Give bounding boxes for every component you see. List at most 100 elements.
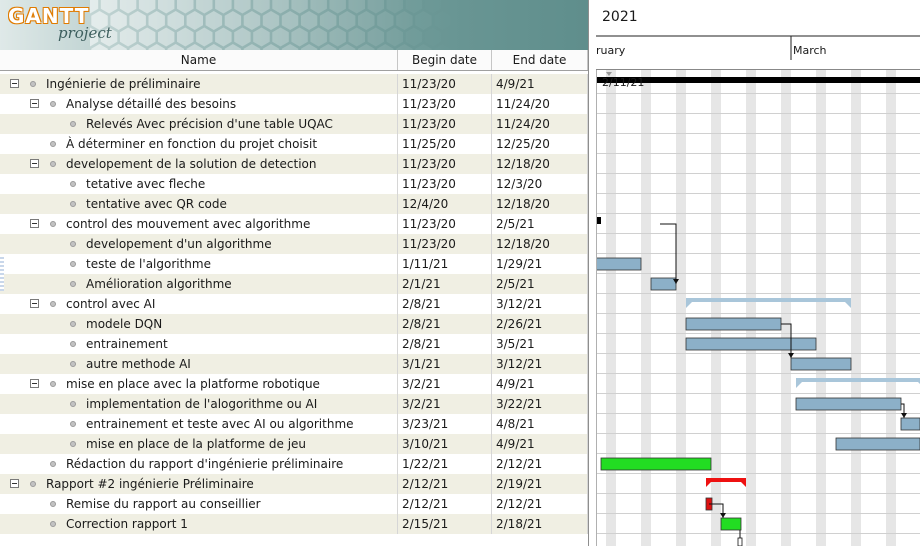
task-begin-date[interactable]: 11/23/20: [398, 174, 492, 194]
task-end-date[interactable]: 4/9/21: [492, 434, 588, 454]
task-name-cell[interactable]: tetative avec fleche: [0, 174, 398, 194]
task-name-cell[interactable]: mise en place avec la platforme robotiqu…: [0, 374, 398, 394]
collapse-toggle-icon[interactable]: [30, 379, 39, 388]
task-end-date[interactable]: 12/3/20: [492, 174, 588, 194]
task-begin-date[interactable]: 3/2/21: [398, 374, 492, 394]
task-begin-date[interactable]: 2/8/21: [398, 294, 492, 314]
task-row[interactable]: tentative avec QR code 12/4/20 12/18/20: [0, 194, 588, 214]
task-name-cell[interactable]: implementation de l'alogorithme ou AI: [0, 394, 398, 414]
resize-handle[interactable]: [0, 255, 4, 291]
task-name-cell[interactable]: entrainement: [0, 334, 398, 354]
task-row[interactable]: À déterminer en fonction du projet chois…: [0, 134, 588, 154]
task-begin-date[interactable]: 3/23/21: [398, 414, 492, 434]
task-row[interactable]: Remise du rapport au conseillier 2/12/21 2…: [0, 494, 588, 514]
column-header-begin-date[interactable]: Begin date: [398, 50, 492, 70]
collapse-toggle-icon[interactable]: [30, 219, 39, 228]
collapse-toggle-icon[interactable]: [30, 159, 39, 168]
task-name-cell[interactable]: control des mouvement avec algorithme: [0, 214, 398, 234]
task-end-date[interactable]: 4/9/21: [492, 374, 588, 394]
task-begin-date[interactable]: 2/15/21: [398, 514, 492, 534]
task-begin-date[interactable]: 2/1/21: [398, 274, 492, 294]
task-row[interactable]: implementation de l'alogorithme ou AI 3/2…: [0, 394, 588, 414]
task-begin-date[interactable]: 11/23/20: [398, 234, 492, 254]
task-row[interactable]: Rédaction du rapport d'ingénierie prélim…: [0, 454, 588, 474]
task-row[interactable]: Ingénierie de préliminaire 11/23/20 4/9/21: [0, 74, 588, 94]
task-name-cell[interactable]: À déterminer en fonction du projet chois…: [0, 134, 398, 154]
gantt-chart[interactable]: 2021ruaryMarchApril2/11/21: [596, 0, 920, 546]
task-row[interactable]: modele DQN 2/8/21 2/26/21: [0, 314, 588, 334]
collapse-toggle-icon[interactable]: [30, 99, 39, 108]
task-end-date[interactable]: 2/5/21: [492, 274, 588, 294]
task-name-cell[interactable]: Relevés Avec précision d'une table UQAC: [0, 114, 398, 134]
task-end-date[interactable]: 12/18/20: [492, 194, 588, 214]
task-row[interactable]: autre methode AI 3/1/21 3/12/21: [0, 354, 588, 374]
task-row[interactable]: mise en place de la platforme de jeu 3/10…: [0, 434, 588, 454]
task-row[interactable]: teste de l'algorithme 1/11/21 1/29/21: [0, 254, 588, 274]
column-header-name[interactable]: Name: [0, 50, 398, 70]
task-row[interactable]: Relevés Avec précision d'une table UQAC 1…: [0, 114, 588, 134]
collapse-toggle-icon[interactable]: [10, 79, 19, 88]
task-end-date[interactable]: 1/29/21: [492, 254, 588, 274]
task-name-cell[interactable]: modele DQN: [0, 314, 398, 334]
task-name-cell[interactable]: Ingénierie de préliminaire: [0, 74, 398, 94]
task-begin-date[interactable]: 3/10/21: [398, 434, 492, 454]
task-end-date[interactable]: 4/8/21: [492, 414, 588, 434]
task-begin-date[interactable]: 1/22/21: [398, 454, 492, 474]
task-end-date[interactable]: 4/9/21: [492, 74, 588, 94]
collapse-toggle-icon[interactable]: [10, 479, 19, 488]
task-end-date[interactable]: 3/5/21: [492, 334, 588, 354]
task-begin-date[interactable]: 11/23/20: [398, 114, 492, 134]
task-end-date[interactable]: 3/12/21: [492, 294, 588, 314]
task-name-cell[interactable]: mise en place de la platforme de jeu: [0, 434, 398, 454]
task-end-date[interactable]: 2/19/21: [492, 474, 588, 494]
task-row[interactable]: control avec AI 2/8/21 3/12/21: [0, 294, 588, 314]
task-name-cell[interactable]: tentative avec QR code: [0, 194, 398, 214]
task-row[interactable]: mise en place avec la platforme robotiqu…: [0, 374, 588, 394]
task-begin-date[interactable]: 2/12/21: [398, 494, 492, 514]
task-begin-date[interactable]: 2/8/21: [398, 314, 492, 334]
task-row[interactable]: Rapport #2 ingénierie Préliminaire 2/12/2…: [0, 474, 588, 494]
task-name-cell[interactable]: Correction rapport 1: [0, 514, 398, 534]
task-end-date[interactable]: 2/12/21: [492, 454, 588, 474]
task-name-cell[interactable]: Rédaction du rapport d'ingénierie prélim…: [0, 454, 398, 474]
task-row[interactable]: control des mouvement avec algorithme 11/…: [0, 214, 588, 234]
task-begin-date[interactable]: 2/12/21: [398, 474, 492, 494]
task-begin-date[interactable]: 12/4/20: [398, 194, 492, 214]
task-begin-date[interactable]: 3/2/21: [398, 394, 492, 414]
task-end-date[interactable]: 3/12/21: [492, 354, 588, 374]
task-row[interactable]: tetative avec fleche 11/23/20 12/3/20: [0, 174, 588, 194]
task-name-cell[interactable]: autre methode AI: [0, 354, 398, 374]
task-end-date[interactable]: 2/18/21: [492, 514, 588, 534]
task-end-date[interactable]: 2/26/21: [492, 314, 588, 334]
task-end-date[interactable]: 11/24/20: [492, 94, 588, 114]
task-begin-date[interactable]: 1/11/21: [398, 254, 492, 274]
task-end-date[interactable]: 2/12/21: [492, 494, 588, 514]
task-name-cell[interactable]: teste de l'algorithme: [0, 254, 398, 274]
collapse-toggle-icon[interactable]: [30, 299, 39, 308]
task-name-cell[interactable]: Remise du rapport au conseillier: [0, 494, 398, 514]
task-begin-date[interactable]: 11/23/20: [398, 94, 492, 114]
task-end-date[interactable]: 12/25/20: [492, 134, 588, 154]
task-end-date[interactable]: 11/24/20: [492, 114, 588, 134]
task-row[interactable]: Amélioration algorithme 2/1/21 2/5/21: [0, 274, 588, 294]
task-name-cell[interactable]: Rapport #2 ingénierie Préliminaire: [0, 474, 398, 494]
task-end-date[interactable]: 2/5/21: [492, 214, 588, 234]
task-begin-date[interactable]: 3/1/21: [398, 354, 492, 374]
task-name-cell[interactable]: developement de la solution de detection: [0, 154, 398, 174]
task-begin-date[interactable]: 11/25/20: [398, 134, 492, 154]
task-row[interactable]: entrainement 2/8/21 3/5/21: [0, 334, 588, 354]
task-row[interactable]: Analyse détaillé des besoins 11/23/20 11/2…: [0, 94, 588, 114]
task-row[interactable]: entrainement et teste avec AI ou algorit…: [0, 414, 588, 434]
task-name-cell[interactable]: Amélioration algorithme: [0, 274, 398, 294]
column-header-end-date[interactable]: End date: [492, 50, 588, 70]
task-row[interactable]: Correction rapport 1 2/15/21 2/18/21: [0, 514, 588, 534]
task-begin-date[interactable]: 11/23/20: [398, 214, 492, 234]
task-end-date[interactable]: 3/22/21: [492, 394, 588, 414]
task-name-cell[interactable]: entrainement et teste avec AI ou algorit…: [0, 414, 398, 434]
task-name-cell[interactable]: control avec AI: [0, 294, 398, 314]
task-end-date[interactable]: 12/18/20: [492, 154, 588, 174]
task-begin-date[interactable]: 2/8/21: [398, 334, 492, 354]
task-name-cell[interactable]: developement d'un algorithme: [0, 234, 398, 254]
task-row[interactable]: developement de la solution de detection…: [0, 154, 588, 174]
task-begin-date[interactable]: 11/23/20: [398, 74, 492, 94]
